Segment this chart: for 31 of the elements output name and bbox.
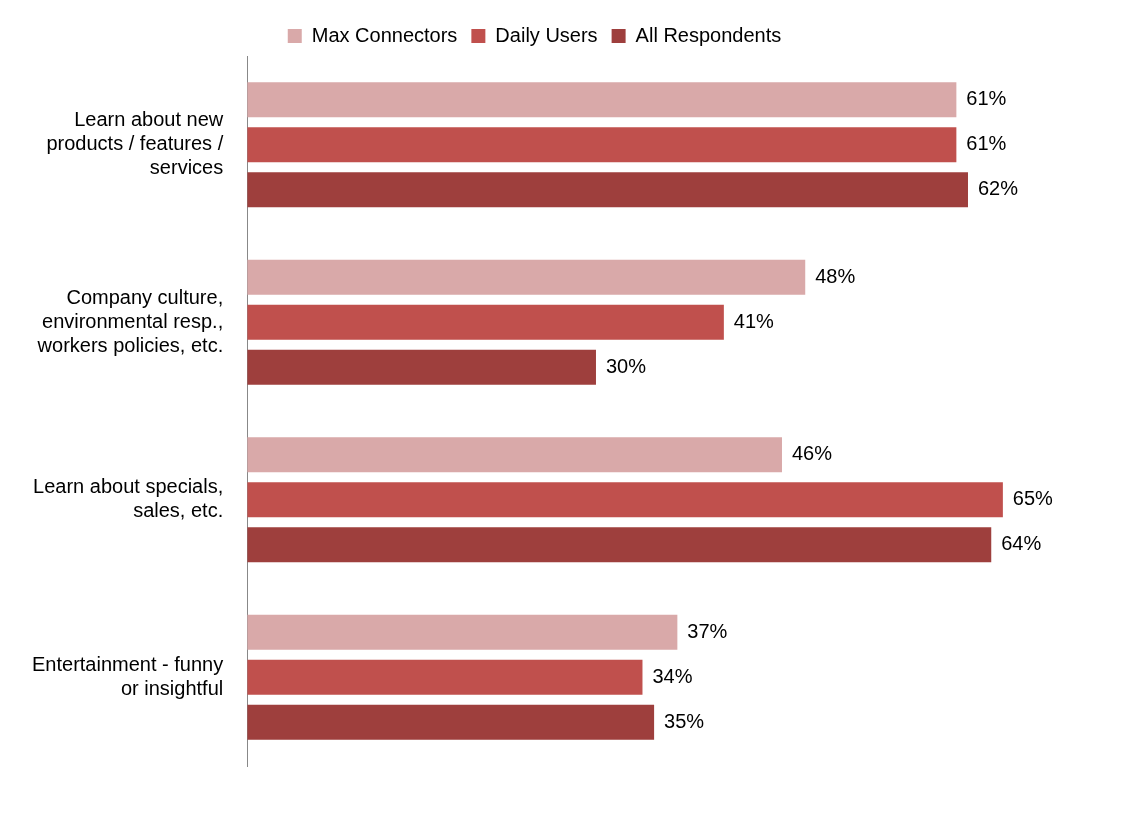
bar [247, 349, 596, 385]
legend-label: All Respondents [635, 23, 782, 46]
legend-label: Max Connectors [311, 23, 458, 46]
bar [247, 614, 678, 650]
data-label: 48% [815, 264, 856, 287]
data-label: 35% [664, 709, 705, 732]
bar [247, 659, 643, 695]
bar [247, 482, 1003, 518]
bar [247, 704, 655, 740]
legend-label: Daily Users [495, 23, 598, 46]
bar [247, 527, 992, 563]
data-label: 65% [1012, 487, 1054, 510]
data-label: 30% [605, 354, 647, 377]
bar [247, 437, 782, 473]
data-label: 41% [733, 309, 775, 332]
bar [247, 304, 724, 340]
bar [247, 127, 957, 163]
data-label: 61% [966, 132, 1007, 155]
data-label: 46% [791, 442, 833, 465]
bar [247, 172, 968, 208]
data-label: 37% [687, 619, 728, 642]
y-tick-label: Learn about new products / features / services [46, 108, 224, 179]
data-label: 62% [978, 177, 1019, 200]
data-label: 64% [1001, 532, 1042, 555]
y-tick-label: Learn about specials, sales, etc. [33, 475, 224, 522]
bar [247, 259, 806, 295]
y-tick-label: Entertainment - funny or insightful [31, 652, 224, 699]
data-label: 34% [652, 664, 693, 687]
bar [247, 82, 957, 118]
data-label: 61% [966, 87, 1007, 110]
y-tick-label: Company culture, environmental resp., workers policies, etc. [36, 285, 224, 356]
